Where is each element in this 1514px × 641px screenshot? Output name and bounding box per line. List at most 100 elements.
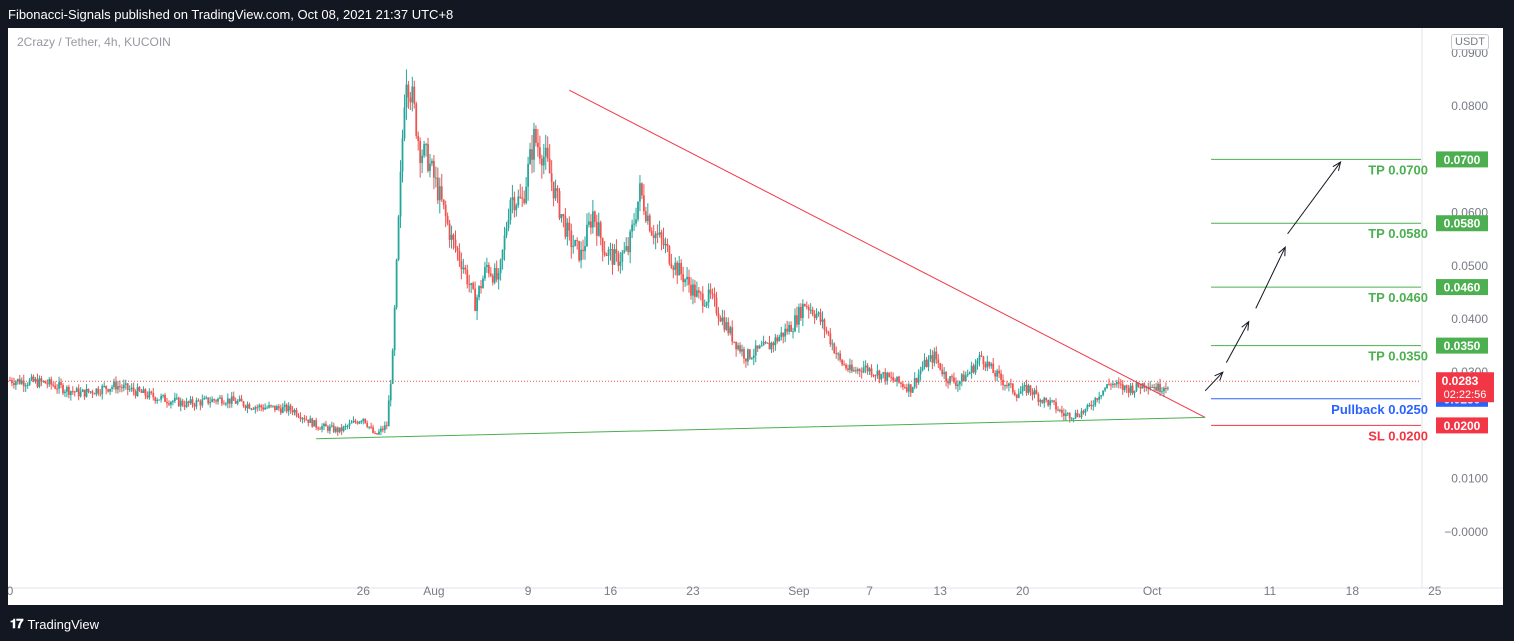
candle-body [801,304,804,319]
candle-body [725,322,728,330]
candle-body [586,224,588,246]
candle-body [91,391,94,394]
candle-body [817,312,820,314]
candle-body [58,382,60,389]
candle-body [489,273,492,276]
candle-body [937,359,940,364]
tradingview-brand[interactable]: 𝟏𝟕 TradingView [10,616,99,632]
candle-body [558,190,561,219]
candle-body [20,380,23,384]
symbol-label: 2Crazy / Tether, 4h, KUCOIN [17,35,171,49]
candle-body [770,342,773,350]
candle-body [556,188,559,191]
currency-button[interactable]: USDT [1451,34,1489,50]
candle-body [631,224,634,232]
level-badge-bg [1436,151,1488,168]
tradingview-logo-icon: 𝟏𝟕 [10,616,24,631]
candle-body [1139,386,1142,389]
candle-body [1117,382,1120,384]
candle-body [576,240,579,242]
candle-body [9,380,11,382]
candlestick-chart[interactable]: 0.09000.08000.06000.05000.04000.03000.01… [8,28,1503,605]
candle-body [207,397,210,404]
candle-body [521,197,524,199]
candle-body [860,371,863,373]
candle-body [480,286,482,289]
candle-body [721,317,724,322]
candle-body [348,423,351,426]
candle-body [697,290,700,293]
candle-body [642,195,645,212]
candle-body [823,319,826,330]
candle-body [511,197,514,201]
candle-body [242,401,245,407]
candle-body [1080,411,1083,417]
candle-body [852,370,855,372]
candle-body [1051,400,1053,402]
candle-body [509,200,512,221]
candle-body [14,381,17,386]
candle-body [372,427,374,433]
candle-body [44,381,47,384]
candle-body [436,177,439,201]
candle-body [896,376,898,382]
projection-arrow-head [1214,371,1224,381]
candle-body [1135,382,1138,391]
candle-body [381,428,384,431]
x-tick-label: 0 [8,584,14,598]
candle-body [342,426,345,431]
candle-body [142,389,145,393]
candle-body [858,369,861,372]
candle-body [768,342,771,350]
candle-body [260,405,263,408]
candle-body [762,342,765,346]
candle-body [1127,387,1130,393]
candle-body [107,389,110,392]
candle-body [1013,392,1016,396]
candle-body [615,249,618,254]
candle-body [747,349,749,362]
candle-body [199,401,202,406]
candle-body [1006,385,1008,387]
candle-body [909,384,912,393]
candle-body [60,382,62,385]
candle-body [537,142,539,148]
candle-body [89,391,92,393]
candle-body [415,103,418,136]
candle-body [140,390,143,393]
candle-body [387,400,390,427]
candle-body [478,286,480,298]
y-tick-label: −0.0000 [1444,525,1488,539]
level-badge-bg [1436,337,1488,354]
candle-body [95,388,98,395]
candle-body [311,418,314,427]
chart-panel[interactable]: 0.0900 0.0800 0.0600 0.0500 0.0400 0.0300 0.01… [8,28,1503,605]
candle-body [799,306,802,319]
candle-body [627,246,630,253]
candle-body [462,267,465,270]
candle-body [668,246,671,264]
candle-body [923,359,926,367]
candle-body [1133,390,1136,394]
candle-body [574,240,577,247]
candle-body [491,275,494,283]
candle-body [674,262,677,270]
candle-body [472,283,475,289]
candle-body [917,374,920,383]
candle-body [1017,393,1020,398]
candle-body [825,329,828,332]
candle-body [701,293,704,306]
candle-body [97,388,100,394]
candle-body [246,404,249,409]
candle-body [340,427,343,431]
candle-body [705,302,708,306]
candle-body [434,177,437,179]
candle-body [419,141,422,163]
x-tick-label: 13 [934,584,948,598]
candle-body [144,389,147,396]
candle-body [193,404,196,407]
candle-body [75,388,78,393]
candle-body [1121,384,1124,390]
candle-body [597,222,600,236]
candle-body [862,367,865,373]
